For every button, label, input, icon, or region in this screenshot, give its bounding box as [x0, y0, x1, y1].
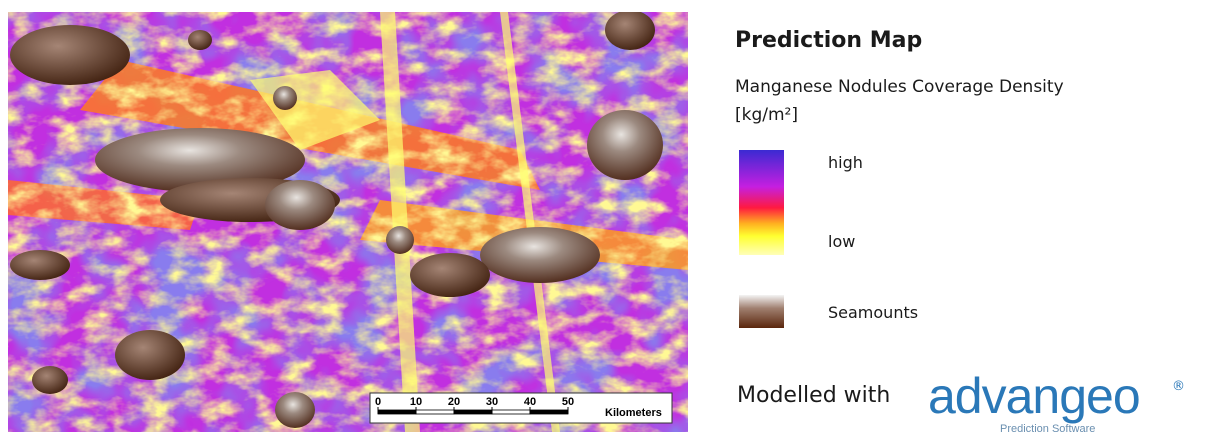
- scale-unit: Kilometers: [605, 407, 662, 419]
- scale-label: 10: [410, 396, 422, 408]
- scale-box: [369, 392, 673, 424]
- seamount-swatch: [739, 295, 784, 328]
- logo-mark: ®: [1172, 379, 1185, 394]
- scale-segment: [377, 409, 417, 415]
- seamounts: [10, 12, 663, 428]
- scale-label: 50: [562, 396, 574, 408]
- legend-unit: [kg/m²]: [735, 105, 798, 125]
- footer-text: Modelled with: [737, 383, 890, 408]
- scale-segment: [415, 409, 455, 415]
- density-swatch: [739, 150, 784, 255]
- legend-label: high: [828, 153, 863, 172]
- scale-bar: Kilometers 0 10 20 30 40 50: [369, 392, 673, 424]
- scale-segment: [491, 409, 531, 415]
- legend-title: Prediction Map: [735, 28, 922, 53]
- legend-label: Seamounts: [828, 303, 918, 322]
- logo: advangeo: [928, 368, 1140, 424]
- legend-subtitle: Manganese Nodules Coverage Density: [735, 77, 1064, 97]
- scale-label: 20: [448, 396, 460, 408]
- legend-label: low: [828, 232, 855, 251]
- map: [8, 12, 688, 432]
- scale-label: 40: [524, 396, 536, 408]
- scale-segment: [453, 409, 493, 415]
- scale-label: 30: [486, 396, 498, 408]
- logo-tagline: Prediction Software: [1000, 423, 1095, 434]
- scale-label: 0: [375, 396, 381, 408]
- scale-segment: [529, 409, 569, 415]
